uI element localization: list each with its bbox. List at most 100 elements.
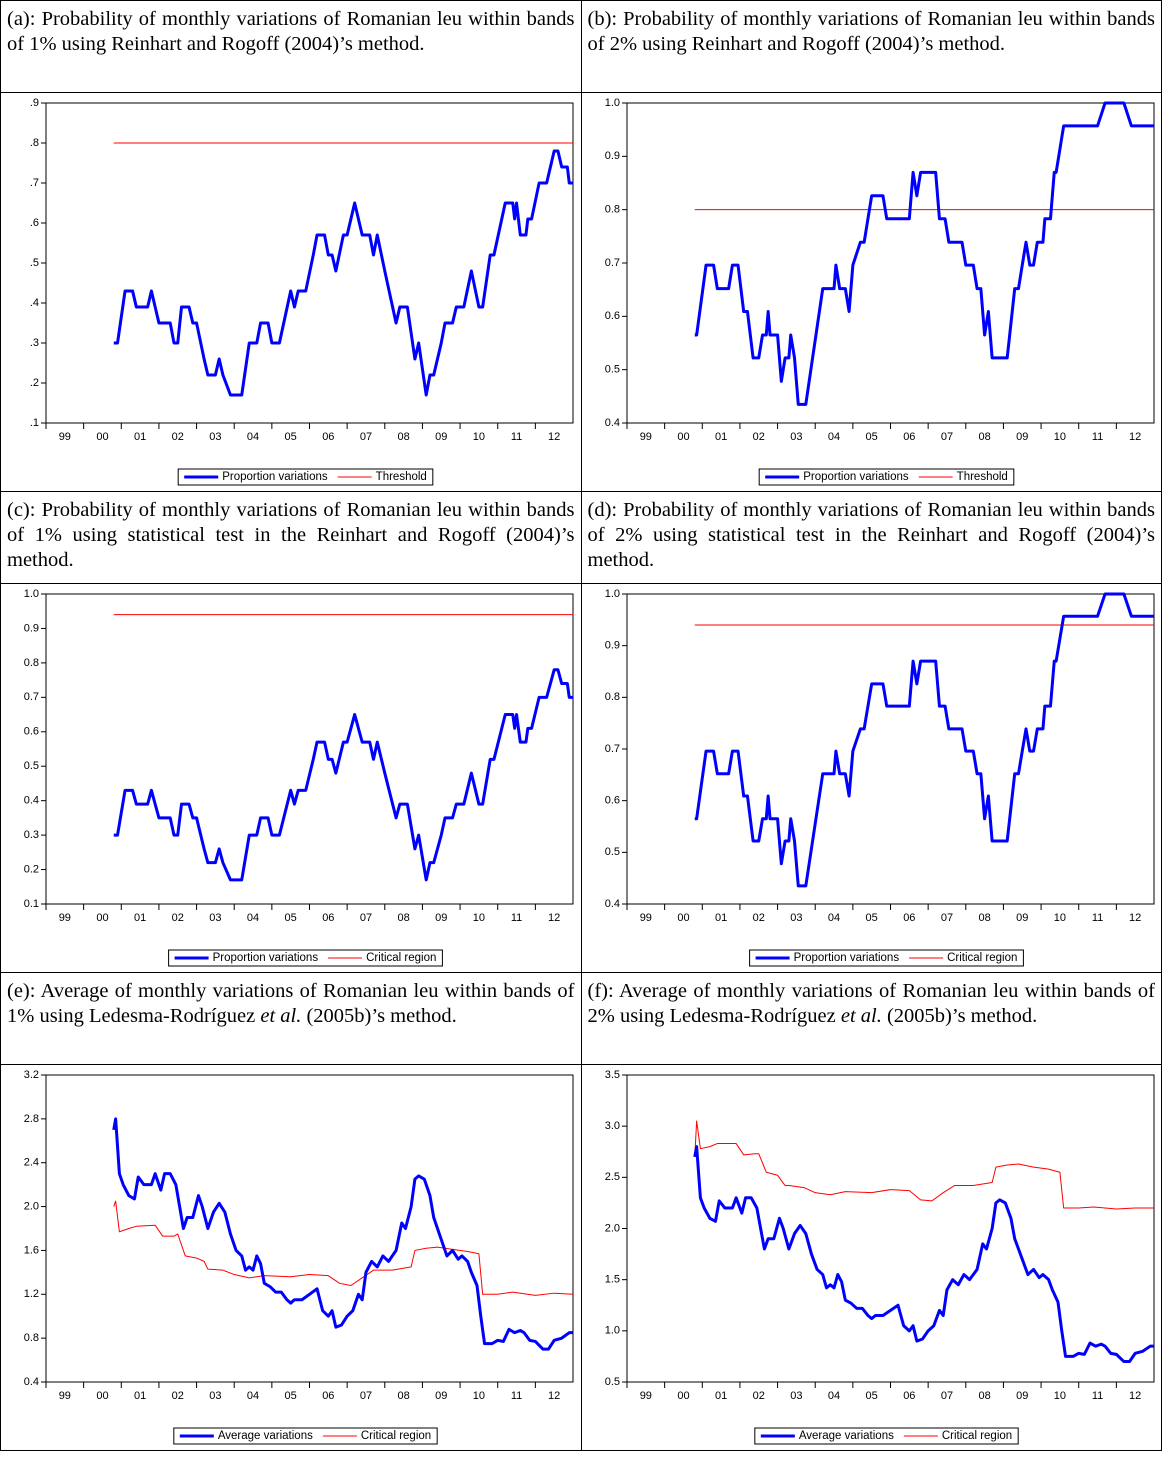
legend-box [748,949,1024,967]
chart: 0.4 0.5 0.6 0.7 0.8 0.9 1.0 99 00 01 02 03 04 05 06 07 0… [604,588,1154,967]
y-tick-label: 2.8 [24,1113,39,1125]
x-tick-label: 08 [397,1390,409,1402]
plot-frame [45,102,574,424]
x-tick-label: 01 [134,431,146,443]
legend-box [173,1427,438,1445]
x-tick-label: 00 [677,1390,689,1402]
legend-box [177,468,434,486]
x-tick-label: 02 [752,1390,764,1402]
x-tick-label: 11 [1091,912,1102,924]
x-tick-label: 06 [903,912,915,924]
x-tick-label: 11 [511,912,522,924]
series-line [113,668,573,882]
x-tick-label: 06 [903,431,915,443]
x-tick-label: 09 [1016,912,1028,924]
y-tick-label: .5 [30,257,39,269]
series-line [113,1200,574,1296]
y-tick-label: 1.2 [24,1288,39,1300]
legend-label: Threshold [956,471,1007,483]
x-tick-label: 02 [172,431,184,443]
chart: 0.5 1.0 1.5 2.0 2.5 3.0 3.5 99 00 01 02 03 04 05 06 07 0… [604,1069,1154,1445]
caption-text: (f): Average of monthly variations of Ro… [587,980,1156,1027]
caption-italic: et al. [260,1005,302,1027]
y-tick-label: 0.3 [24,829,39,841]
x-tick-label: 07 [940,431,952,443]
x-tick-label: 08 [397,912,409,924]
x-tick-label: 05 [285,912,297,924]
x-tick-label: 12 [548,1390,560,1402]
y-tick-label: 2.5 [604,1171,619,1183]
chart: 0.1 0.2 0.3 0.4 0.5 0.6 0.7 0.8 0.9 1.0 99 00 01 02 03… [24,588,574,967]
y-tick-label: .7 [30,177,39,189]
x-tick-label: 03 [790,1390,802,1402]
x-tick-label: 04 [247,431,259,443]
x-tick-label: 10 [1053,1390,1065,1402]
x-tick-label: 00 [96,1390,108,1402]
series-line [113,149,573,397]
x-tick-label: 06 [322,431,334,443]
x-tick-label: 07 [360,1390,372,1402]
x-tick-label: 07 [360,912,372,924]
x-tick-label: 99 [59,431,71,443]
legend-label: Proportion variations [213,952,319,964]
y-tick-label: 1.0 [604,588,619,600]
x-tick-label: 01 [714,431,726,443]
caption: (c): Probability of monthly variations o… [0,491,582,584]
y-tick-label: 0.2 [24,863,39,875]
x-tick-label: 06 [903,1390,915,1402]
x-tick-label: 01 [134,912,146,924]
legend-box [753,1427,1019,1445]
x-tick-label: 00 [677,912,689,924]
x-tick-label: 02 [752,431,764,443]
chart: 0.4 0.5 0.6 0.7 0.8 0.9 1.0 99 00 01 02 03 04 05 06 07 0… [604,97,1154,486]
x-tick-label: 10 [473,431,485,443]
plot-frame [626,593,1154,905]
y-tick-label: 0.7 [24,691,39,703]
x-tick-label: 02 [752,912,764,924]
legend-box [758,468,1014,486]
x-tick-label: 00 [96,912,108,924]
x-tick-label: 06 [322,912,334,924]
legend-label: Critical region [366,952,436,964]
y-tick-label: 0.5 [604,1376,619,1388]
x-tick-label: 04 [247,1390,259,1402]
y-tick-label: 0.4 [24,795,39,807]
plot-frame [626,102,1154,424]
caption: (d): Probability of monthly variations o… [580,491,1162,584]
chart: 0.4 0.8 1.2 1.6 2.0 2.4 2.8 3.2 99 00 01 02 03 04 05 06… [24,1069,574,1445]
x-tick-label: 11 [511,1390,522,1402]
legend-label: Critical region [361,1430,431,1442]
x-tick-label: 01 [714,1390,726,1402]
y-tick-label: 3.0 [604,1120,619,1132]
x-tick-label: 10 [473,912,485,924]
caption-text: (e): Average of monthly variations of Ro… [7,980,575,1027]
x-tick-label: 04 [827,912,839,924]
x-tick-label: 09 [1016,431,1028,443]
caption: (f): Average of monthly variations of Ro… [580,972,1162,1065]
series-line [694,101,1154,406]
y-tick-label: 0.5 [24,760,39,772]
x-tick-label: 08 [978,1390,990,1402]
x-tick-label: 07 [360,431,372,443]
x-tick-label: 05 [285,431,297,443]
x-tick-label: 01 [714,912,726,924]
caption-text: (2005b)’s method. [886,1005,1038,1027]
legend-label: Critical region [941,1430,1011,1442]
x-tick-label: 07 [940,912,952,924]
y-tick-label: 0.9 [604,640,619,652]
series-line [694,592,1154,888]
caption: (a): Probability of monthly variations o… [0,0,582,93]
x-tick-label: 99 [59,1390,71,1402]
y-tick-label: 2.0 [604,1222,619,1234]
caption: (b): Probability of monthly variations o… [580,0,1162,93]
legend-label: Average variations [798,1430,893,1442]
y-tick-label: 1.6 [24,1244,39,1256]
series-line [112,1117,573,1351]
legend-label: Proportion variations [222,471,328,483]
y-tick-label: 1.0 [24,588,39,600]
y-tick-label: 0.6 [604,310,619,322]
caption-text: (2005b)’s method. [306,1005,457,1027]
x-tick-label: 10 [1053,431,1065,443]
series-line [693,1120,1154,1210]
